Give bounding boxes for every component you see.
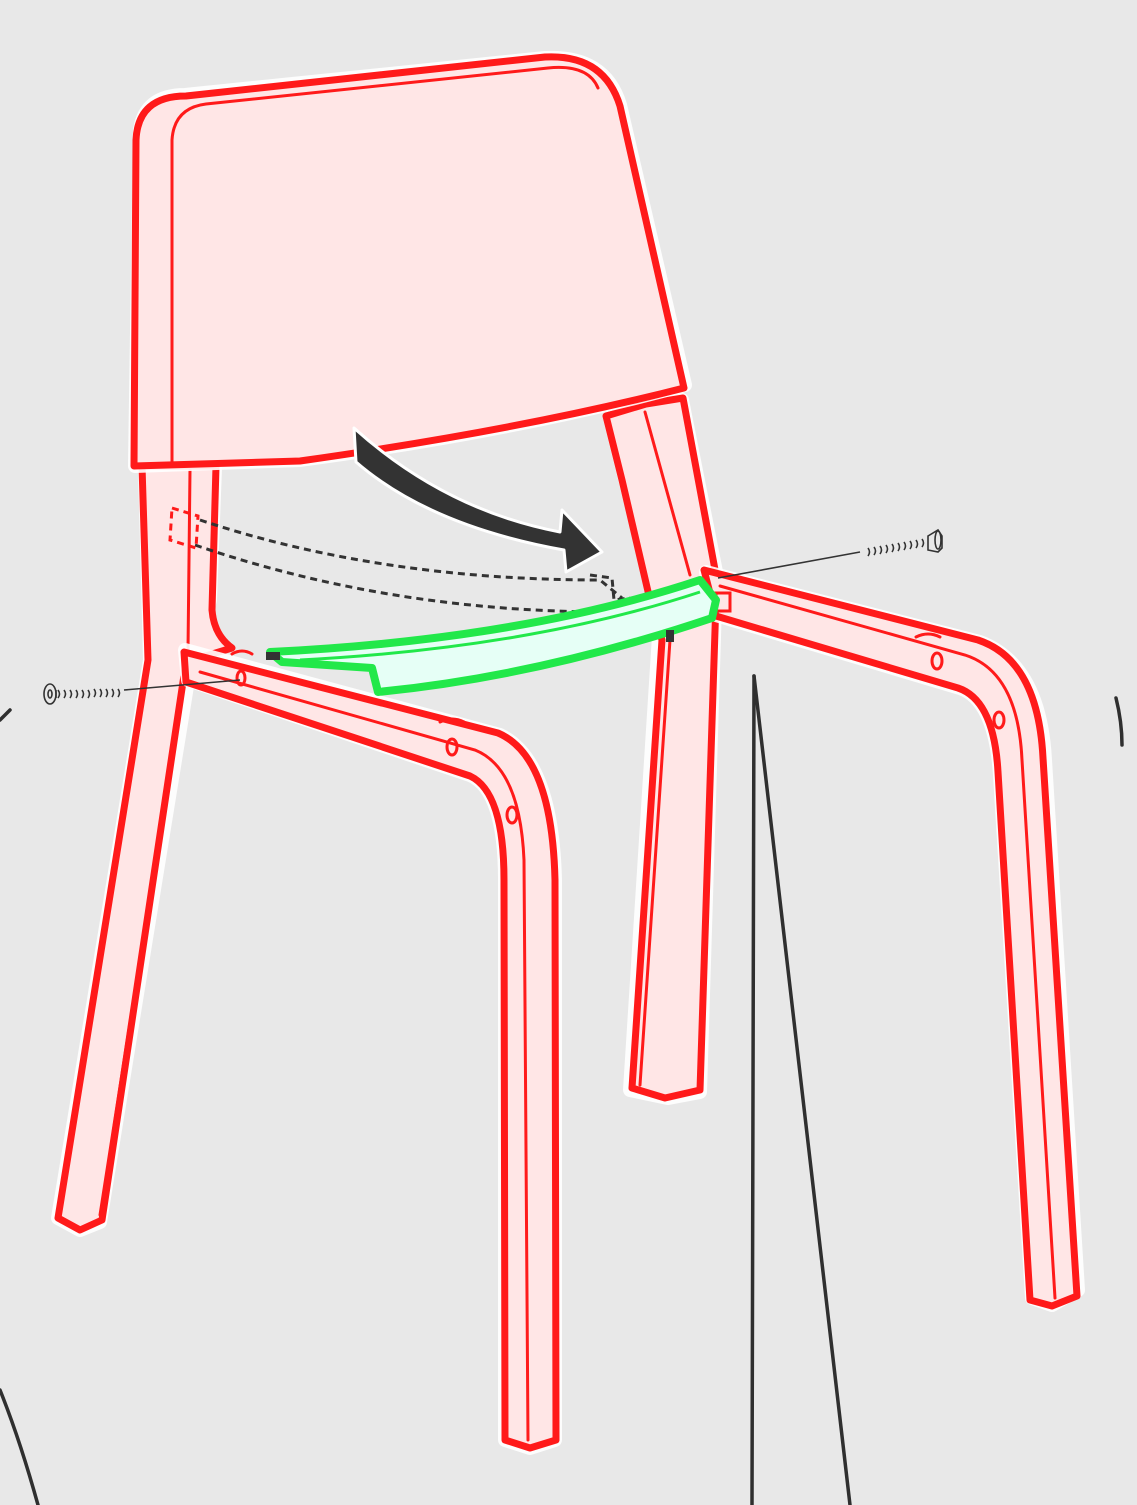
right-side-frame — [699, 565, 1085, 1312]
backrest — [128, 50, 692, 473]
rail-hole — [992, 710, 1006, 730]
curved-arrow-icon — [352, 426, 604, 574]
guide-line-diagonal — [752, 674, 852, 1505]
stretcher-highlight — [266, 576, 720, 696]
rail-hole — [505, 805, 519, 825]
rear-right-leg — [602, 393, 723, 1105]
rail-hole — [445, 737, 459, 757]
screw-icon — [717, 528, 943, 579]
guide-lines — [0, 674, 1124, 1505]
guide-line-left-mid — [0, 708, 12, 722]
rail-hole — [235, 669, 247, 687]
stretcher-end-cap — [266, 652, 280, 660]
guide-line-right — [1114, 696, 1124, 747]
stretcher-end-cap — [666, 630, 674, 642]
rail-hole — [930, 651, 944, 671]
guide-line-vertical — [750, 674, 756, 1505]
screw-icon — [43, 679, 241, 705]
guide-line-left-bottom — [0, 1388, 40, 1505]
rear-left-leg — [51, 461, 236, 1237]
left-side-frame — [178, 643, 562, 1455]
